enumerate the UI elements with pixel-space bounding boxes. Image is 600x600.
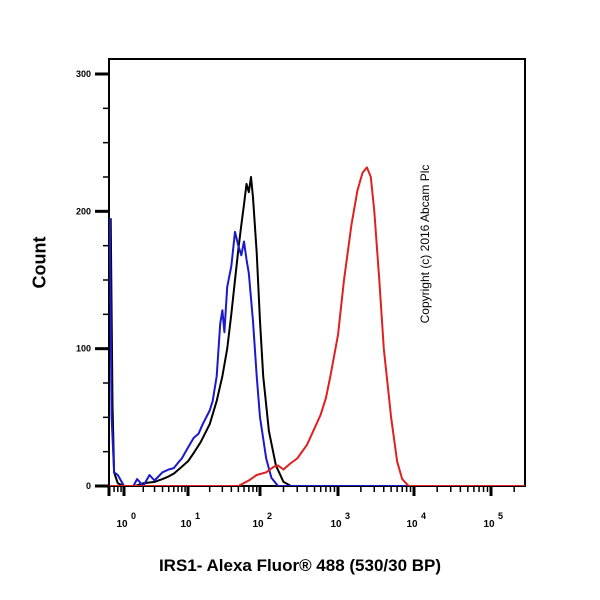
svg-text:4: 4 — [421, 511, 426, 521]
svg-text:5: 5 — [498, 511, 503, 521]
y-tick-label: 100 — [76, 344, 91, 354]
y-tick-label: 0 — [86, 481, 91, 491]
x-axis-label: IRS1- Alexa Fluor® 488 (530/30 BP) — [158, 556, 442, 575]
x-tick-label: 102 — [252, 511, 272, 530]
svg-text:3: 3 — [345, 511, 350, 521]
y-tick-label: 300 — [76, 69, 91, 79]
x-tick-label: 105 — [483, 511, 503, 530]
svg-text:10: 10 — [116, 519, 128, 530]
svg-text:10: 10 — [252, 519, 264, 530]
series-line-2 — [109, 166, 525, 486]
svg-text:2: 2 — [267, 511, 272, 521]
svg-text:10: 10 — [330, 519, 342, 530]
svg-text:10: 10 — [483, 519, 495, 530]
x-tick-label: 101 — [180, 511, 200, 530]
series-layer — [109, 166, 525, 486]
y-axis-label: Count — [29, 236, 50, 289]
y-tick-label: 200 — [76, 206, 91, 216]
svg-text:0: 0 — [131, 511, 136, 521]
series-line-0 — [109, 176, 525, 486]
svg-text:10: 10 — [406, 519, 418, 530]
x-tick-label: 104 — [406, 511, 426, 530]
svg-text:10: 10 — [180, 519, 192, 530]
x-tick-label: 100 — [116, 511, 136, 530]
series-line-1 — [109, 218, 525, 486]
x-tick-label: 103 — [330, 511, 350, 530]
svg-text:1: 1 — [195, 511, 200, 521]
copyright-annotation: Copyright (c) 2016 Abcam Plc — [418, 164, 432, 324]
